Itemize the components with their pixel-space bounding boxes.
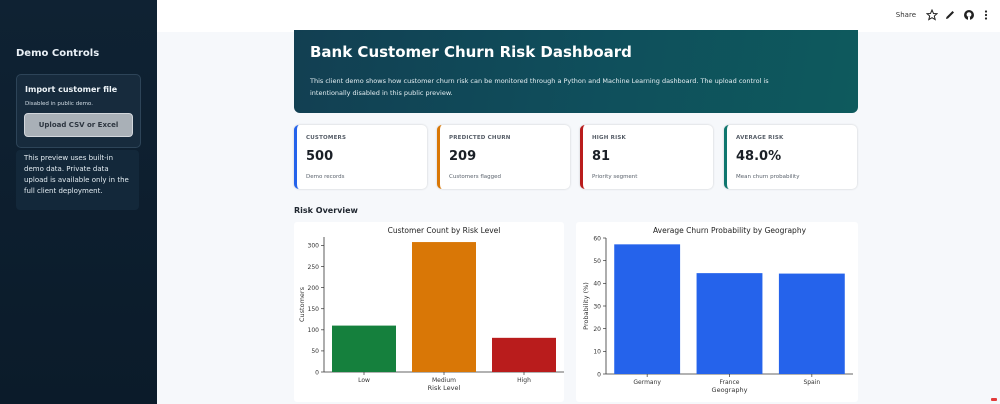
x-tick-label: High [517,377,531,384]
y-tick-label: 40 [593,281,601,288]
metric-value: 81 [592,149,611,164]
metric-value: 500 [306,149,334,164]
bar [492,337,556,372]
more-vertical-icon[interactable] [980,9,992,21]
metric-note: Priority segment [592,174,638,180]
import-card-title: Import customer file [25,85,118,94]
metric-label: AVERAGE RISK [736,135,784,141]
y-tick-label: 60 [593,235,601,242]
y-tick-label: 10 [593,349,601,356]
bar [696,273,763,374]
status-indicator [991,398,997,401]
sidebar-title: Demo Controls [16,48,100,59]
edit-icon[interactable] [944,9,956,21]
bar [778,273,845,374]
star-icon[interactable] [926,9,938,21]
metric-note: Demo records [306,174,345,180]
y-tick-label: 0 [597,371,601,378]
bar [412,242,476,372]
top-bar: Share [157,0,1000,32]
metric-label: HIGH RISK [592,135,626,141]
hero-banner: Bank Customer Churn Risk Dashboard This … [294,30,858,113]
sidebar-note: This preview uses built-in demo data. Pr… [16,150,139,210]
y-tick-label: 300 [308,243,320,250]
y-tick-label: 100 [308,327,320,334]
x-tick-label: Medium [432,377,456,384]
x-axis-label: Geography [712,386,748,394]
metric-card-predicted-churn: PREDICTED CHURN 209 Customers flagged [437,125,570,189]
x-tick-label: Spain [803,379,820,386]
upload-button[interactable]: Upload CSV or Excel [24,113,133,137]
import-card-subtitle: Disabled in public demo. [25,101,93,107]
y-tick-label: 200 [308,285,320,292]
metric-card-average-risk: AVERAGE RISK 48.0% Mean churn probabilit… [724,125,857,189]
metric-card-high-risk: HIGH RISK 81 Priority segment [580,125,713,189]
y-tick-label: 20 [593,326,601,333]
metric-note: Customers flagged [449,174,502,180]
y-tick-label: 50 [311,348,319,355]
y-axis-label: Probability (%) [582,282,590,330]
x-tick-label: Germany [633,379,661,386]
hero-description: This client demo shows how customer chur… [310,77,769,97]
chart-title: Average Churn Probability by Geography [653,226,807,235]
y-tick-label: 150 [308,306,320,313]
metric-card-customers: CUSTOMERS 500 Demo records [294,125,427,189]
github-icon[interactable] [963,9,975,21]
section-title: Risk Overview [294,206,358,215]
share-button[interactable]: Share [895,11,916,19]
y-axis-label: Customers [298,286,306,322]
import-card: Import customer file Disabled in public … [16,74,141,148]
bar [332,325,396,372]
chart-title: Customer Count by Risk Level [388,226,501,235]
bar [614,244,681,374]
metric-label: CUSTOMERS [306,135,347,141]
geography-chart: Average Churn Probability by Geography 0 1… [576,222,858,402]
x-axis-label: Risk Level [428,384,461,392]
metric-label: PREDICTED CHURN [449,135,511,141]
y-tick-label: 30 [593,303,601,310]
x-tick-label: Low [358,377,370,384]
y-tick-label: 0 [315,369,319,376]
page-title: Bank Customer Churn Risk Dashboard [310,43,632,61]
y-tick-label: 250 [308,264,320,271]
geography-chart-svg: Average Churn Probability by Geography 0 1… [582,226,853,394]
metric-value: 48.0% [736,149,782,164]
x-tick-label: France [720,379,740,386]
risk-level-chart-svg: Customer Count by Risk Level 0 50 100 150 200… [298,226,564,392]
risk-level-chart: Customer Count by Risk Level 0 50 100 150 200… [294,222,564,402]
y-tick-label: 50 [593,258,601,265]
metric-note: Mean churn probability [736,174,800,180]
metric-value: 209 [449,149,477,164]
sidebar: Demo Controls Import customer file Disab… [0,0,157,404]
